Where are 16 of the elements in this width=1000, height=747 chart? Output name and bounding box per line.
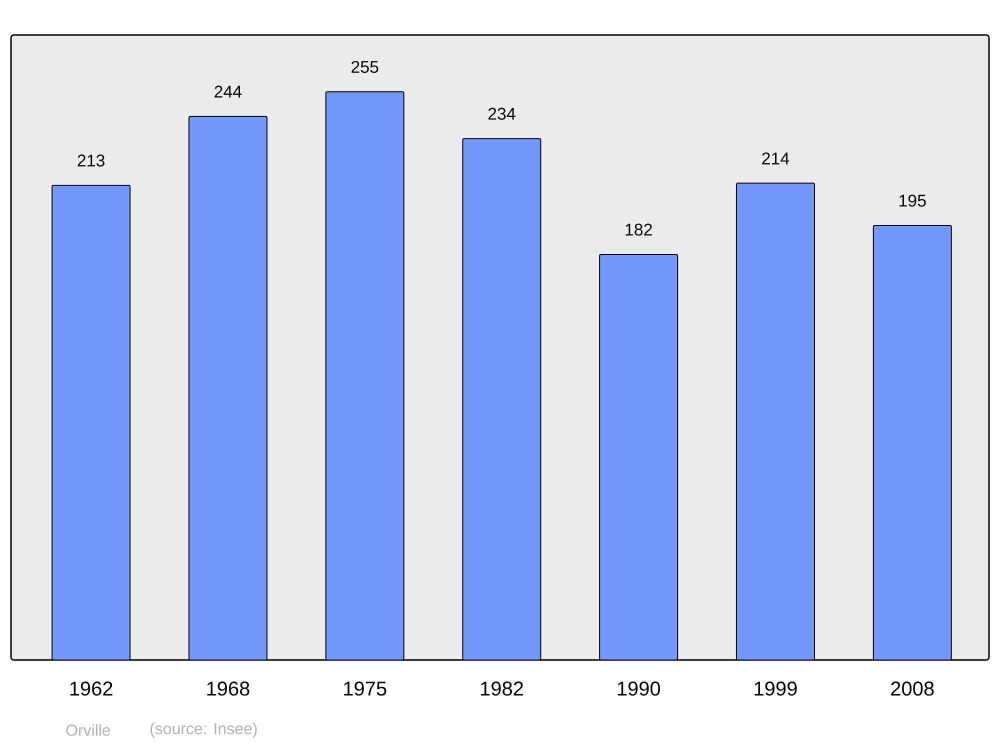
- x-tick-label: 1962: [70, 682, 112, 696]
- text: (source: Insee): [150, 722, 257, 738]
- text: Orville: [66, 724, 110, 736]
- x-tick-label: 1975: [344, 682, 386, 696]
- data-label: 195: [899, 194, 926, 207]
- x-tick-label: 2008: [891, 682, 934, 696]
- data-label: 214: [762, 152, 790, 164]
- data-label: 255: [352, 60, 378, 73]
- x-tick-label: 1968: [207, 682, 250, 696]
- x-tick-label: 1990: [618, 682, 660, 696]
- data-label: 213: [78, 154, 105, 167]
- x-tick-label: 1999: [754, 682, 797, 696]
- data-label: 182: [626, 224, 652, 236]
- data-label: 234: [488, 108, 516, 120]
- x-tick-label: 1982: [480, 682, 523, 696]
- data-label: 244: [214, 86, 242, 98]
